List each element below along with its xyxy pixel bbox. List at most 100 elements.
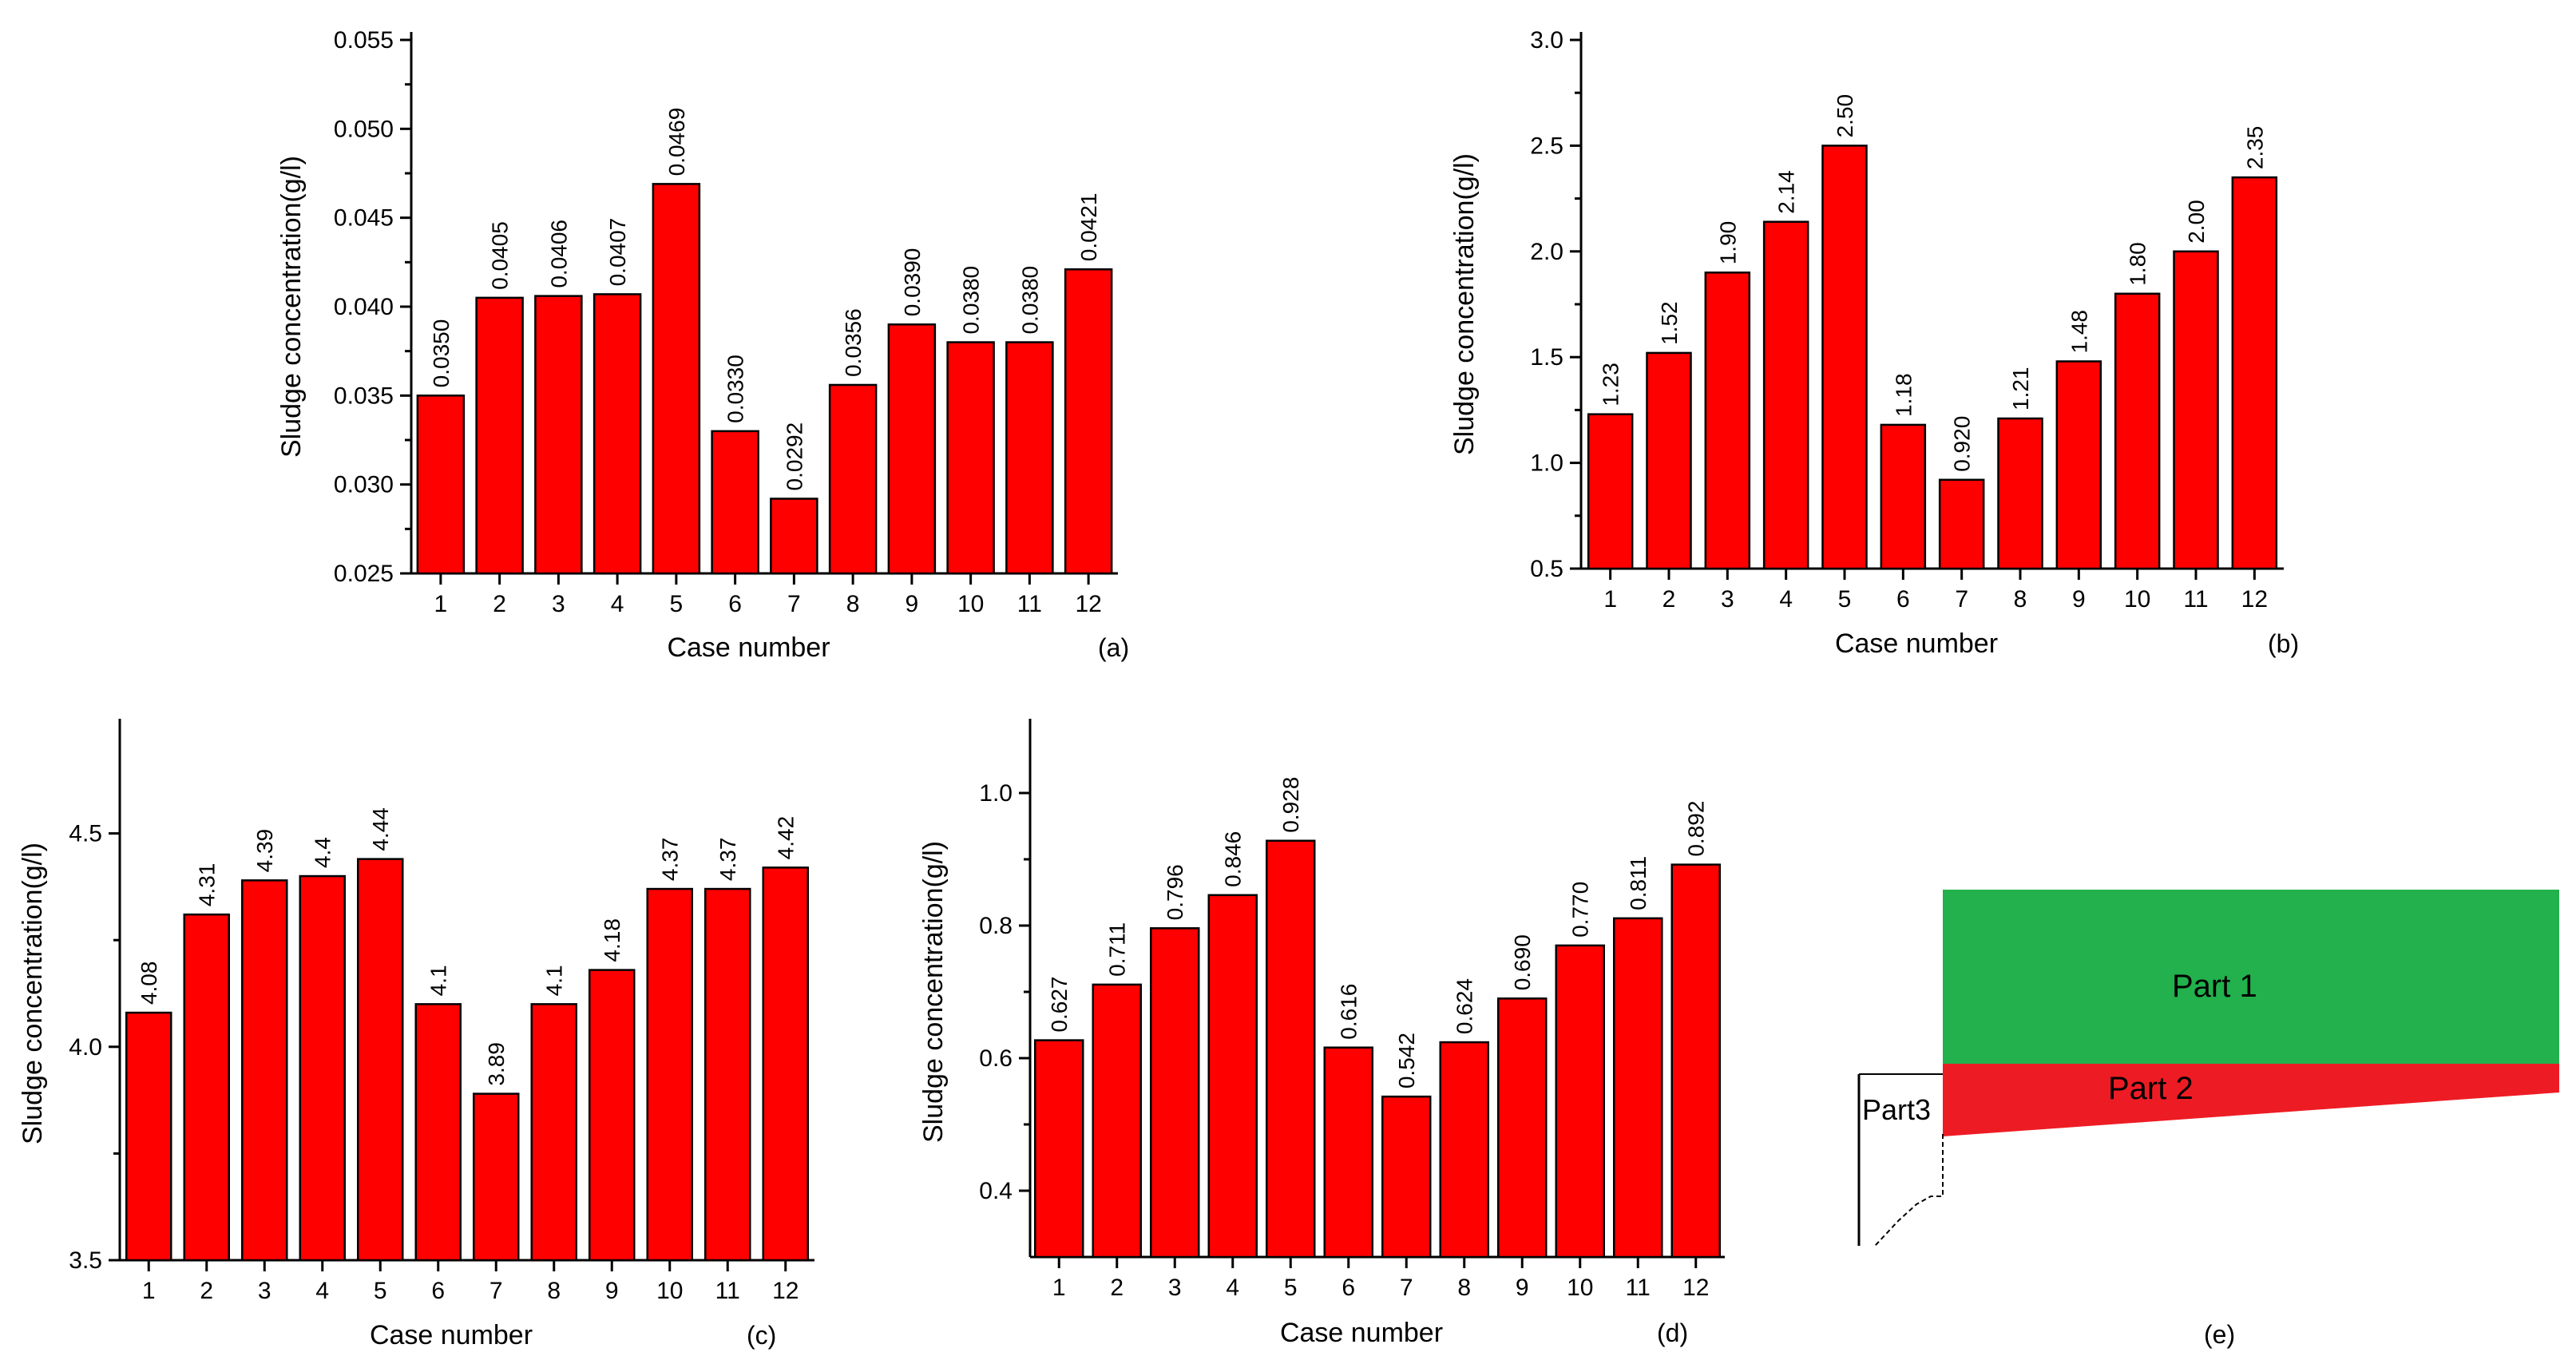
bar-5 [1821,145,1868,570]
bar-3 [1150,927,1200,1259]
data-label: 1.90 [1715,221,1740,265]
y-tick-label: 4.5 [69,821,102,847]
x-tick-label: 7 [1400,1275,1413,1301]
y-axis-title: Sludge concentration(g/l) [918,841,949,1143]
data-label: 0.690 [1510,934,1535,990]
data-label: 0.811 [1626,856,1651,910]
chart-b: 0.5 1.0 1.5 2.0 2.5 3.0 1 1.23 2 1.52 3 1.90 4 2.14 5 2… [1449,27,2299,659]
data-label: 0.0380 [959,266,984,335]
bar-10 [946,341,995,575]
part1-region [1943,890,2559,1064]
data-label: 4.37 [658,838,683,882]
data-label: 1.18 [1891,373,1916,417]
x-tick-label: 1 [1603,586,1617,613]
bar-12 [1064,268,1113,575]
y-tick-label: 0.4 [979,1178,1013,1204]
bar-11 [2173,250,2219,570]
part2-label: Part 2 [2108,1071,2194,1106]
x-tick-label: 12 [772,1278,799,1304]
y-tick-label: 1.5 [1530,344,1563,371]
y-tick-label: 0.8 [979,913,1013,939]
bar-2 [1092,983,1142,1259]
data-label: 4.39 [252,829,277,873]
y-tick-label: 1.0 [1530,450,1563,477]
y-tick-label: 0.055 [334,27,394,54]
data-label: 0.616 [1337,984,1361,1040]
x-tick-label: 11 [1017,591,1042,617]
x-axis-title: Case number [1280,1318,1443,1348]
bar-4 [1762,220,1809,570]
data-label: 0.0421 [1076,193,1101,262]
bar-1 [1587,413,1634,570]
panel-label-b: (b) [2268,629,2299,658]
diagram-e: Part 1 Part 2 Part3 (e) [1857,890,2559,1349]
bar-11 [1613,917,1663,1259]
bar-9 [2055,360,2102,570]
part3-bottom-outline [1874,1134,1944,1247]
x-tick-label: 9 [906,591,919,617]
x-tick-label: 3 [552,591,565,617]
bar-8 [530,1003,577,1262]
y-tick-label: 0.035 [334,383,394,409]
data-label: 1.48 [2067,310,2091,353]
x-tick-label: 4 [611,591,624,617]
y-tick-label: 0.050 [334,116,394,142]
bar-11 [1005,341,1054,575]
bar-3 [241,879,288,1262]
x-tick-label: 12 [1682,1275,1709,1301]
y-tick-label: 4.0 [69,1034,102,1061]
x-tick-label: 5 [374,1278,387,1304]
data-label: 2.00 [2184,200,2209,244]
y-tick-label: 0.5 [1530,556,1563,582]
data-label: 0.627 [1047,977,1072,1033]
y-tick-label: 0.045 [334,205,394,232]
data-label: 2.35 [2242,126,2267,170]
data-label: 0.0469 [664,108,689,176]
x-tick-label: 10 [957,591,984,617]
x-tick-label: 8 [2014,586,2027,613]
data-label: 4.37 [715,838,740,882]
bar-5 [357,858,404,1262]
data-label: 0.0406 [546,220,571,288]
bar-2 [475,296,524,575]
x-tick-label: 6 [1342,1275,1355,1301]
data-label: 0.0405 [488,221,513,290]
data-label: 4.18 [600,918,624,962]
x-tick-label: 7 [489,1278,503,1304]
data-label: 2.14 [1774,170,1799,214]
bar-6 [414,1003,462,1262]
data-label: 1.21 [2008,367,2033,410]
data-label: 4.44 [368,807,393,851]
bar-7 [1381,1095,1432,1259]
data-label: 0.542 [1394,1033,1419,1088]
bar-8 [1997,417,2043,570]
bar-3 [534,295,583,575]
data-label: 1.52 [1657,301,1682,345]
bar-9 [1497,997,1548,1259]
y-tick-label: 1.0 [979,780,1013,807]
x-tick-label: 4 [315,1278,329,1304]
x-axis-title: Case number [370,1320,533,1350]
bar-5 [1266,839,1316,1259]
bar-12 [2231,176,2278,570]
bar-11 [704,887,751,1262]
x-tick-label: 2 [1110,1275,1124,1301]
x-tick-label: 10 [2124,586,2150,613]
y-axis-title: Sludge concentration(g/l) [276,156,307,458]
bar-12 [762,866,809,1262]
bar-6 [1880,423,1927,570]
x-axis-title: Case number [667,632,830,663]
bar-8 [1439,1041,1489,1259]
bar-12 [1670,863,1721,1259]
data-label: 0.0380 [1017,266,1042,335]
y-tick-label: 0.030 [334,472,394,498]
data-label: 0.0330 [723,355,748,423]
bar-9 [589,969,636,1262]
x-tick-label: 7 [1955,586,1968,613]
x-tick-label: 12 [2241,586,2268,613]
data-label: 0.0407 [605,218,630,287]
data-label: 4.08 [137,962,161,1005]
data-label: 4.4 [311,837,335,868]
x-tick-label: 2 [1663,586,1676,613]
panel-label-d: (d) [1657,1318,1688,1347]
